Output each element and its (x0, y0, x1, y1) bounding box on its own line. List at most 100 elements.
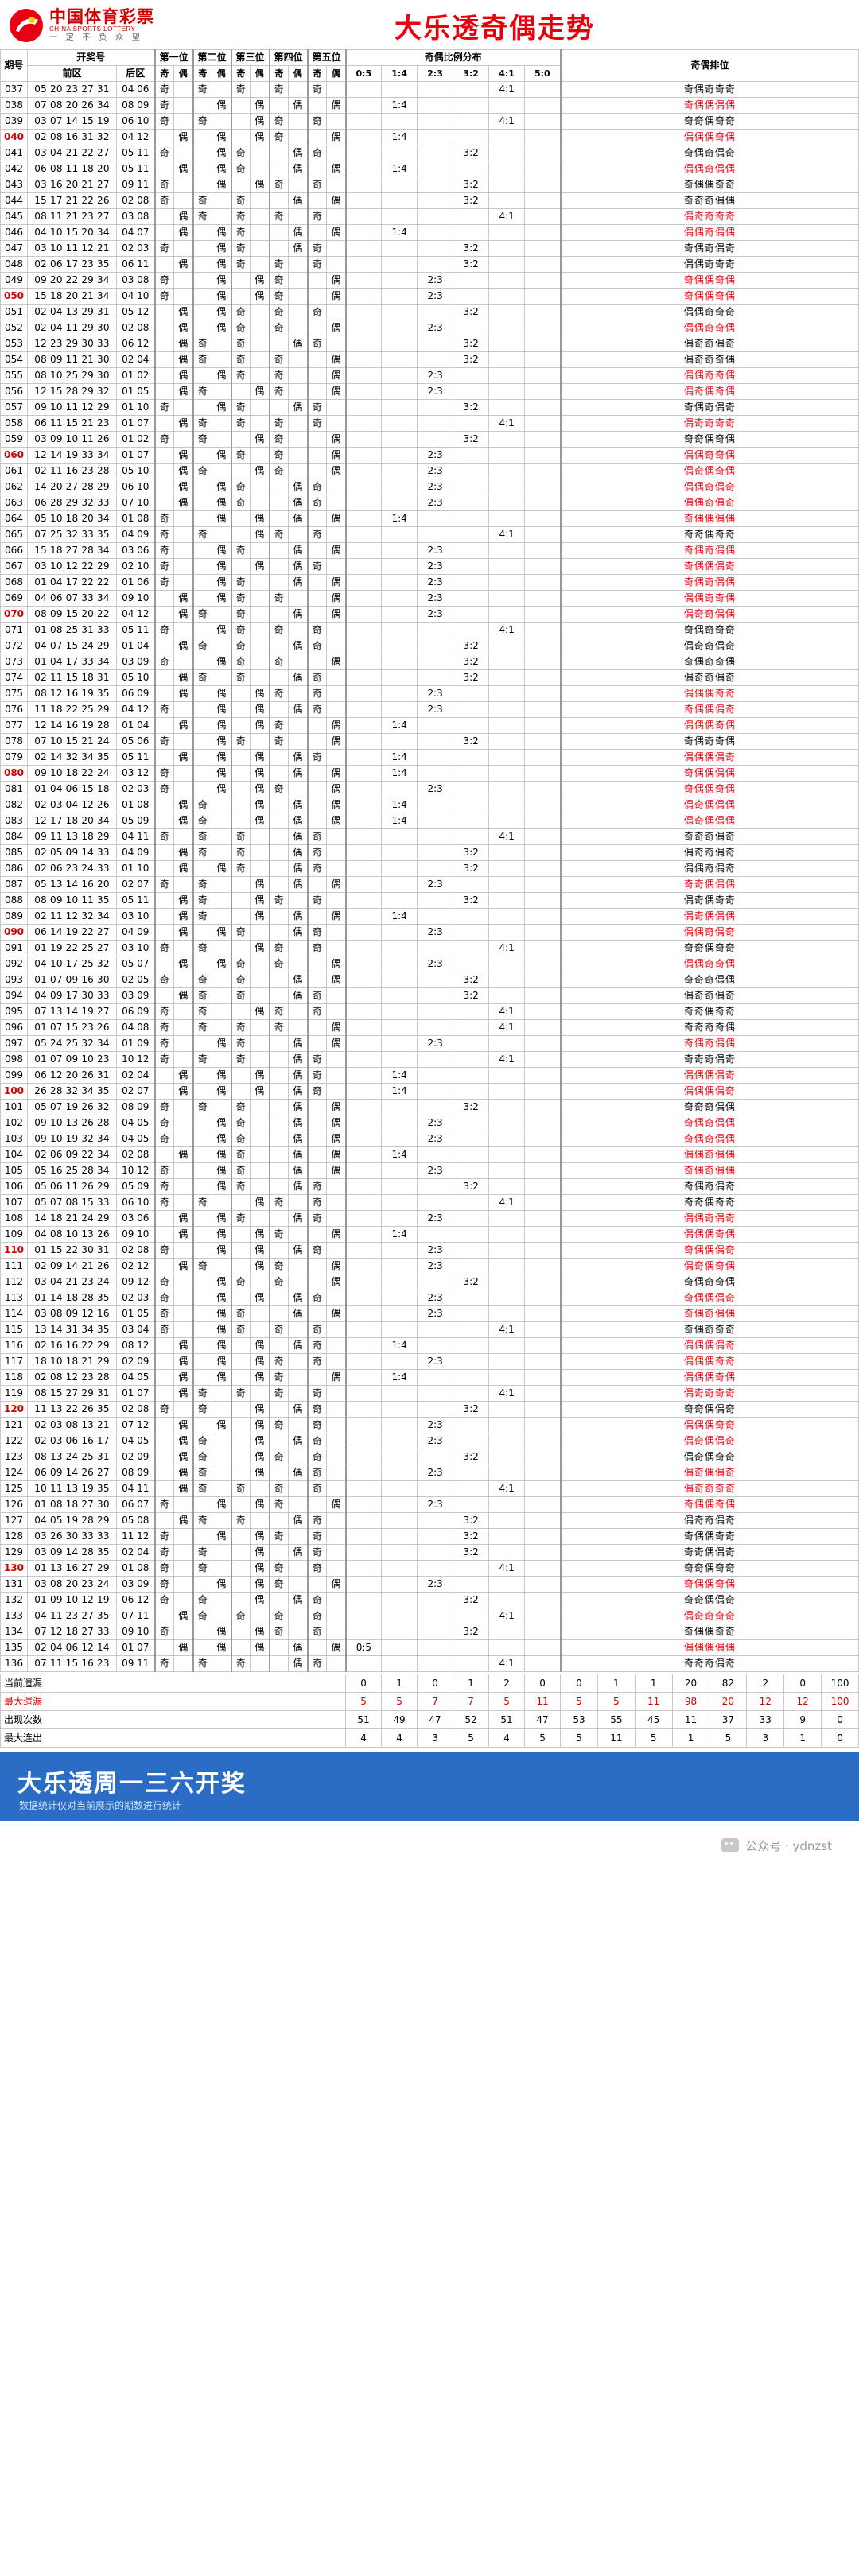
table-row[interactable]: 132 01 09 10 12 19 06 12 奇奇偶偶奇 3:2 奇奇偶偶奇 (0, 1592, 859, 1608)
table-row[interactable]: 105 05 16 25 28 34 10 12 奇偶奇偶偶 2:3 奇偶奇偶偶 (0, 1162, 859, 1179)
table-row[interactable]: 091 01 19 22 25 27 03 10 奇奇偶奇奇 4:1 奇奇偶奇奇 (0, 940, 859, 956)
table-row[interactable]: 061 02 11 16 23 28 05 10 偶奇偶奇偶 2:3 偶奇偶奇偶 (0, 463, 859, 479)
table-row[interactable]: 096 01 07 15 23 26 04 08 奇奇奇奇偶 4:1 奇奇奇奇偶 (0, 1019, 859, 1036)
table-row[interactable]: 038 07 08 20 26 34 08 09 奇偶偶偶偶 1:4 奇偶偶偶偶 (0, 97, 859, 114)
table-row[interactable]: 081 01 04 06 15 18 02 03 奇偶偶奇偶 2:3 奇偶偶奇偶 (0, 781, 859, 797)
table-row[interactable]: 077 12 14 16 19 28 01 04 偶偶偶奇偶 1:4 偶偶偶奇偶 (0, 717, 859, 734)
table-row[interactable]: 117 18 10 18 21 29 02 09 偶偶偶奇奇 2:3 偶偶偶奇奇 (0, 1353, 859, 1370)
table-row[interactable]: 072 04 07 15 24 29 01 04 偶奇奇偶奇 3:2 偶奇奇偶奇 (0, 638, 859, 654)
table-row[interactable]: 076 11 18 22 25 29 04 12 奇偶偶偶奇 2:3 奇偶偶偶奇 (0, 701, 859, 718)
table-row[interactable]: 084 09 11 13 18 29 04 11 奇奇奇偶奇 4:1 奇奇奇偶奇 (0, 828, 859, 845)
table-row[interactable]: 122 02 03 06 16 17 04 05 偶奇偶偶奇 2:3 偶奇偶偶奇 (0, 1433, 859, 1449)
table-row[interactable]: 062 14 20 27 28 29 06 10 偶偶奇偶奇 2:3 偶偶奇偶奇 (0, 479, 859, 495)
table-row[interactable]: 083 12 17 18 20 34 05 09 偶奇偶偶偶 1:4 偶奇偶偶偶 (0, 813, 859, 829)
table-row[interactable]: 098 01 07 09 10 23 10 12 奇奇奇偶奇 4:1 奇奇奇偶奇 (0, 1051, 859, 1068)
table-row[interactable]: 126 01 08 18 27 30 06 07 奇偶偶奇偶 2:3 奇偶偶奇偶 (0, 1496, 859, 1513)
table-row[interactable]: 106 05 06 11 26 29 05 09 奇偶奇偶奇 3:2 奇偶奇偶奇 (0, 1178, 859, 1195)
table-row[interactable]: 133 04 11 23 27 35 07 11 偶奇奇奇奇 4:1 偶奇奇奇奇 (0, 1608, 859, 1624)
table-row[interactable]: 041 03 04 21 22 27 05 11 奇偶奇偶奇 3:2 奇偶奇偶奇 (0, 145, 859, 161)
table-row[interactable]: 055 08 10 25 29 30 01 02 偶偶奇奇偶 2:3 偶偶奇奇偶 (0, 367, 859, 384)
table-row[interactable]: 104 02 06 09 22 34 02 08 偶偶奇偶偶 1:4 偶偶奇偶偶 (0, 1146, 859, 1163)
table-row[interactable]: 123 08 13 24 25 31 02 09 偶奇偶奇奇 3:2 偶奇偶奇奇 (0, 1449, 859, 1465)
table-row[interactable]: 095 07 13 14 19 27 06 09 奇奇偶奇奇 4:1 奇奇偶奇奇 (0, 1003, 859, 1020)
table-row[interactable]: 043 03 16 20 21 27 09 11 奇偶偶奇奇 3:2 奇偶偶奇奇 (0, 177, 859, 193)
table-row[interactable]: 109 04 08 10 13 26 09 10 偶偶偶奇偶 1:4 偶偶偶奇偶 (0, 1226, 859, 1243)
table-row[interactable]: 079 02 14 32 34 35 05 11 偶偶偶偶奇 1:4 偶偶偶偶奇 (0, 749, 859, 766)
table-row[interactable]: 121 02 03 08 13 21 07 12 偶偶偶奇奇 2:3 偶偶偶奇奇 (0, 1417, 859, 1433)
table-row[interactable]: 128 03 26 30 33 33 11 12 奇偶偶奇奇 3:2 奇偶偶奇奇 (0, 1528, 859, 1545)
table-row[interactable]: 056 12 15 28 29 32 01 05 偶奇偶奇偶 2:3 偶奇偶奇偶 (0, 383, 859, 400)
table-row[interactable]: 048 02 06 17 23 35 06 11 偶偶奇奇奇 3:2 偶偶奇奇奇 (0, 256, 859, 273)
table-row[interactable]: 047 03 10 11 12 21 02 03 奇偶奇偶奇 3:2 奇偶奇偶奇 (0, 240, 859, 257)
table-row[interactable]: 085 02 05 09 14 33 04 09 偶奇奇偶奇 3:2 偶奇奇偶奇 (0, 844, 859, 861)
table-row[interactable]: 124 06 09 14 26 27 08 09 偶奇偶偶奇 2:3 偶奇偶偶奇 (0, 1465, 859, 1481)
table-row[interactable]: 051 02 04 13 29 31 05 12 偶偶奇奇奇 3:2 偶偶奇奇奇 (0, 304, 859, 320)
table-row[interactable]: 114 03 08 09 12 16 01 05 奇偶奇偶偶 2:3 奇偶奇偶偶 (0, 1305, 859, 1322)
table-row[interactable]: 045 08 11 21 23 27 03 08 偶奇奇奇奇 4:1 偶奇奇奇奇 (0, 208, 859, 225)
table-row[interactable]: 090 06 14 19 22 27 04 09 偶偶奇偶奇 2:3 偶偶奇偶奇 (0, 924, 859, 941)
table-row[interactable]: 050 15 18 20 21 34 04 10 奇偶偶奇偶 2:3 奇偶偶奇偶 (0, 288, 859, 305)
table-row[interactable]: 108 14 18 21 24 29 03 06 偶偶奇偶奇 2:3 偶偶奇偶奇 (0, 1210, 859, 1227)
table-row[interactable]: 092 04 10 17 25 32 05 07 偶偶奇奇偶 2:3 偶偶奇奇偶 (0, 956, 859, 972)
table-row[interactable]: 067 03 10 12 22 29 02 10 奇偶偶偶奇 2:3 奇偶偶偶奇 (0, 558, 859, 575)
table-row[interactable]: 102 09 10 13 26 28 04 05 奇偶奇偶偶 2:3 奇偶奇偶偶 (0, 1115, 859, 1131)
table-row[interactable]: 120 11 13 22 26 35 02 08 奇奇偶偶奇 3:2 奇奇偶偶奇 (0, 1401, 859, 1418)
table-row[interactable]: 054 08 09 11 21 30 02 04 偶奇奇奇偶 3:2 偶奇奇奇偶 (0, 351, 859, 368)
table-row[interactable]: 078 07 10 15 21 24 05 06 奇偶奇奇偶 3:2 奇偶奇奇偶 (0, 733, 859, 750)
table-row[interactable]: 093 01 07 09 16 30 02 05 奇奇奇偶偶 3:2 奇奇奇偶偶 (0, 972, 859, 988)
table-row[interactable]: 082 02 03 04 12 26 01 08 偶奇偶偶偶 1:4 偶奇偶偶偶 (0, 797, 859, 813)
table-row[interactable]: 046 04 10 15 20 34 04 07 偶偶奇偶偶 1:4 偶偶奇偶偶 (0, 224, 859, 241)
table-row[interactable]: 068 01 04 17 22 22 01 06 奇偶奇偶偶 2:3 奇偶奇偶偶 (0, 574, 859, 591)
table-row[interactable]: 088 08 09 10 11 35 05 11 偶奇偶奇奇 3:2 偶奇偶奇奇 (0, 892, 859, 909)
table-row[interactable]: 101 05 07 19 26 32 08 09 奇奇奇偶偶 3:2 奇奇奇偶偶 (0, 1099, 859, 1115)
table-row[interactable]: 086 02 06 23 24 33 01 10 偶偶奇偶奇 3:2 偶偶奇偶奇 (0, 860, 859, 877)
table-row[interactable]: 073 01 04 17 33 34 03 09 奇偶奇奇偶 3:2 奇偶奇奇偶 (0, 654, 859, 670)
table-row[interactable]: 125 10 11 13 19 35 04 11 偶奇奇奇奇 4:1 偶奇奇奇奇 (0, 1480, 859, 1497)
table-row[interactable]: 089 02 11 12 32 34 03 10 偶奇偶偶偶 1:4 偶奇偶偶偶 (0, 908, 859, 925)
table-row[interactable]: 058 06 11 15 21 23 01 07 偶奇奇奇奇 4:1 偶奇奇奇奇 (0, 415, 859, 432)
table-row[interactable]: 040 02 08 16 31 32 04 12 偶偶偶奇偶 1:4 偶偶偶奇偶 (0, 129, 859, 145)
table-row[interactable]: 080 09 10 18 22 24 03 12 奇偶偶偶偶 1:4 奇偶偶偶偶 (0, 765, 859, 782)
table-row[interactable]: 064 05 10 18 20 34 01 08 奇偶偶偶偶 1:4 奇偶偶偶偶 (0, 510, 859, 527)
table-row[interactable]: 070 08 09 15 20 22 04 12 偶奇奇偶偶 2:3 偶奇奇偶偶 (0, 606, 859, 623)
table-row[interactable]: 100 26 28 32 34 35 02 07 偶偶偶偶奇 1:4 偶偶偶偶奇 (0, 1083, 859, 1100)
table-row[interactable]: 112 03 04 21 23 24 09 12 奇偶奇奇偶 3:2 奇偶奇奇偶 (0, 1274, 859, 1290)
table-row[interactable]: 094 04 09 17 30 33 03 09 偶奇奇偶奇 3:2 偶奇奇偶奇 (0, 987, 859, 1004)
table-row[interactable]: 099 06 12 20 26 31 02 04 偶偶偶偶奇 1:4 偶偶偶偶奇 (0, 1067, 859, 1084)
table-row[interactable]: 097 05 24 25 32 34 01 09 奇偶奇偶偶 2:3 奇偶奇偶偶 (0, 1035, 859, 1052)
table-row[interactable]: 071 01 08 25 31 33 05 11 奇偶奇奇奇 4:1 奇偶奇奇奇 (0, 622, 859, 638)
table-row[interactable]: 039 03 07 14 15 19 06 10 奇奇偶奇奇 4:1 奇奇偶奇奇 (0, 113, 859, 130)
table-row[interactable]: 059 03 09 10 11 26 01 02 奇奇偶奇偶 3:2 奇奇偶奇偶 (0, 431, 859, 448)
table-row[interactable]: 135 02 04 06 12 14 01 07 偶偶偶偶偶 0:5 偶偶偶偶偶 (0, 1639, 859, 1656)
table-row[interactable]: 060 12 14 19 33 34 01 07 偶偶奇奇偶 2:3 偶偶奇奇偶 (0, 447, 859, 464)
table-row[interactable]: 131 03 08 20 23 24 03 09 奇偶偶奇偶 2:3 奇偶偶奇偶 (0, 1576, 859, 1593)
table-row[interactable]: 116 02 16 16 22 29 08 12 偶偶偶偶奇 1:4 偶偶偶偶奇 (0, 1337, 859, 1354)
table-row[interactable]: 087 05 13 14 16 20 02 07 奇奇偶偶偶 2:3 奇奇偶偶偶 (0, 876, 859, 893)
table-row[interactable]: 053 12 23 29 30 33 06 12 偶奇奇偶奇 3:2 偶奇奇偶奇 (0, 336, 859, 352)
table-row[interactable]: 134 07 12 18 27 33 09 10 奇偶偶奇奇 3:2 奇偶偶奇奇 (0, 1624, 859, 1640)
table-row[interactable]: 107 05 07 08 15 33 06 10 奇奇偶奇奇 4:1 奇奇偶奇奇 (0, 1194, 859, 1211)
table-row[interactable]: 110 01 15 22 30 31 02 08 奇偶偶偶奇 2:3 奇偶偶偶奇 (0, 1242, 859, 1259)
table-row[interactable]: 065 07 25 32 33 35 04 09 奇奇偶奇奇 4:1 奇奇偶奇奇 (0, 526, 859, 543)
table-row[interactable]: 057 09 10 11 12 29 01 10 奇偶奇偶奇 3:2 奇偶奇偶奇 (0, 399, 859, 416)
table-row[interactable]: 066 15 18 27 28 34 03 06 奇偶奇偶偶 2:3 奇偶奇偶偶 (0, 542, 859, 559)
table-row[interactable]: 103 09 10 19 32 34 04 05 奇偶奇偶偶 2:3 奇偶奇偶偶 (0, 1131, 859, 1147)
table-row[interactable]: 063 06 28 29 32 33 07 10 偶偶奇偶奇 2:3 偶偶奇偶奇 (0, 495, 859, 511)
table-row[interactable]: 130 01 13 16 27 29 01 08 奇奇偶奇奇 4:1 奇奇偶奇奇 (0, 1560, 859, 1577)
table-row[interactable]: 069 04 06 07 33 34 09 10 偶偶奇奇偶 2:3 偶偶奇奇偶 (0, 590, 859, 607)
table-row[interactable]: 052 02 04 11 29 30 02 08 偶偶奇奇偶 2:3 偶偶奇奇偶 (0, 320, 859, 336)
table-row[interactable]: 115 13 14 31 34 35 03 04 奇偶奇奇奇 4:1 奇偶奇奇奇 (0, 1321, 859, 1338)
table-row[interactable]: 111 02 09 14 21 26 02 12 偶奇偶奇偶 2:3 偶奇偶奇偶 (0, 1258, 859, 1274)
table-row[interactable]: 075 08 12 16 19 35 06 09 偶偶偶奇奇 2:3 偶偶偶奇奇 (0, 685, 859, 702)
table-row[interactable]: 044 15 17 21 22 26 02 08 奇奇奇偶偶 3:2 奇奇奇偶偶 (0, 192, 859, 209)
table-row[interactable]: 074 02 11 15 18 31 05 10 偶奇奇偶奇 3:2 偶奇奇偶奇 (0, 669, 859, 686)
table-row[interactable]: 049 09 20 22 29 34 03 08 奇偶偶奇偶 2:3 奇偶偶奇偶 (0, 272, 859, 289)
table-row[interactable]: 113 01 14 18 28 35 02 03 奇偶偶偶奇 2:3 奇偶偶偶奇 (0, 1290, 859, 1306)
table-row[interactable]: 129 03 09 14 28 35 02 04 奇奇偶偶奇 3:2 奇奇偶偶奇 (0, 1544, 859, 1561)
table-row[interactable]: 127 04 05 19 28 29 05 08 偶奇奇偶奇 3:2 偶奇奇偶奇 (0, 1512, 859, 1529)
table-row[interactable]: 119 08 15 27 29 31 01 07 偶奇奇奇奇 4:1 偶奇奇奇奇 (0, 1385, 859, 1402)
table-row[interactable]: 118 02 08 12 23 28 04 05 偶偶偶奇偶 1:4 偶偶偶奇偶 (0, 1369, 859, 1386)
table-row[interactable]: 136 07 11 15 16 23 09 11 奇奇奇偶奇 4:1 奇奇奇偶奇 (0, 1655, 859, 1672)
table-row[interactable]: 042 06 08 11 18 20 05 11 偶偶奇偶偶 1:4 偶偶奇偶偶 (0, 161, 859, 177)
table-row[interactable]: 037 05 20 23 27 31 04 06 奇奇奇奇奇 4:1 奇偶奇奇奇 (0, 81, 859, 98)
